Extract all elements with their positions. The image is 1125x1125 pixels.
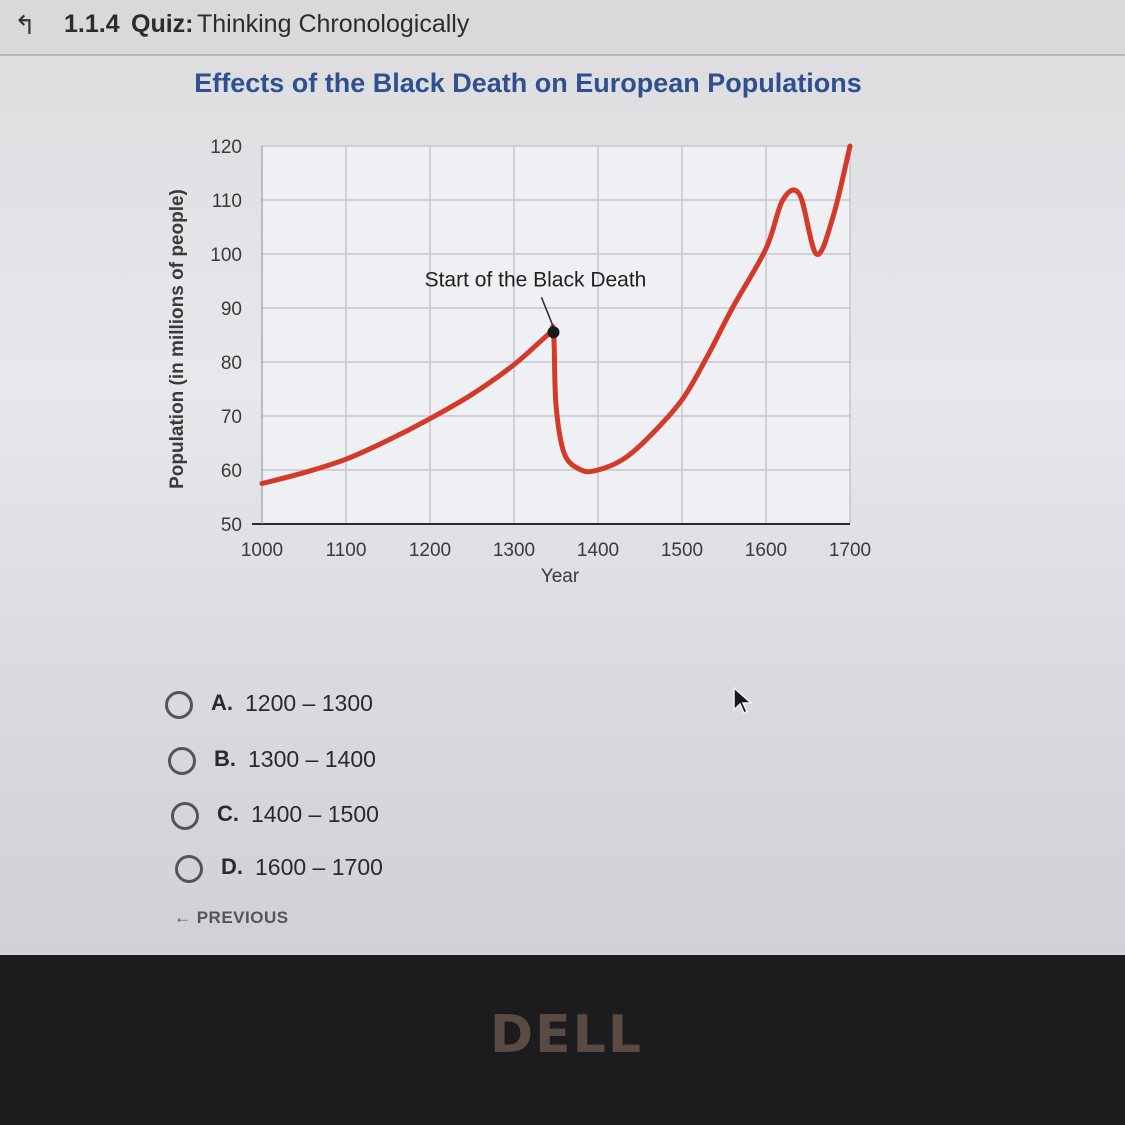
annotation-leader-line [540,297,555,328]
option-text: 1300 – 1400 [248,746,376,772]
x-tick-label: 1600 [745,540,787,561]
option-text: 1400 – 1500 [251,801,379,827]
back-icon[interactable]: ↰ [14,10,36,40]
x-tick-label: 1500 [661,540,703,561]
population-chart: Effects of the Black Death on European P… [167,68,871,587]
x-tick-label: 1700 [829,540,871,561]
y-tick-label: 100 [210,245,242,266]
black-death-point [547,326,560,339]
x-tick-label: 1200 [409,540,451,561]
option-text: 1600 – 1700 [255,854,383,880]
y-axis-ticks: 50 60 70 80 90 100 110 120 [210,137,262,536]
y-axis-label: Population (in millions of people) [167,189,188,489]
chart-title: Effects of the Black Death on European P… [194,68,862,98]
radio-icon[interactable] [171,802,199,830]
y-tick-label: 70 [221,407,242,428]
y-tick-label: 60 [221,461,242,482]
option-letter: D. [221,854,243,879]
x-tick-label: 1000 [241,540,283,561]
annotation-label: Start of the Black Death [425,268,647,291]
dell-logo: DELL [490,1005,643,1065]
radio-icon[interactable] [165,691,193,719]
option-letter: A. [211,690,233,715]
previous-button[interactable]: ← PREVIOUS [174,908,289,927]
y-tick-label: 90 [221,299,242,320]
y-tick-label: 50 [221,515,242,536]
x-tick-label: 1400 [577,540,619,561]
quiz-code: 1.1.4 [64,10,120,38]
x-axis-label: Year [541,566,580,587]
option-text: 1200 – 1300 [245,690,373,716]
monitor-bezel [0,955,1125,1125]
y-tick-label: 120 [210,137,242,158]
quiz-header: ↰ 1.1.4 Quiz: Thinking Chronologically [0,0,1125,56]
cursor-icon [733,686,753,715]
quiz-type: Quiz: [131,10,194,38]
y-tick-label: 110 [212,191,242,212]
radio-icon[interactable] [168,747,196,775]
y-tick-label: 80 [221,353,242,374]
option-letter: B. [214,746,236,771]
x-tick-label: 1100 [326,540,367,561]
radio-icon[interactable] [175,855,203,883]
x-tick-label: 1300 [493,540,535,561]
population-line [259,143,853,486]
x-axis-ticks: 1000 1100 1200 1300 1400 1500 1600 1700 [241,540,871,561]
quiz-title: Thinking Chronologically [197,10,470,38]
screen: ↰ 1.1.4 Quiz: Thinking Chronologically E… [0,0,1125,955]
option-letter: C. [217,801,239,826]
